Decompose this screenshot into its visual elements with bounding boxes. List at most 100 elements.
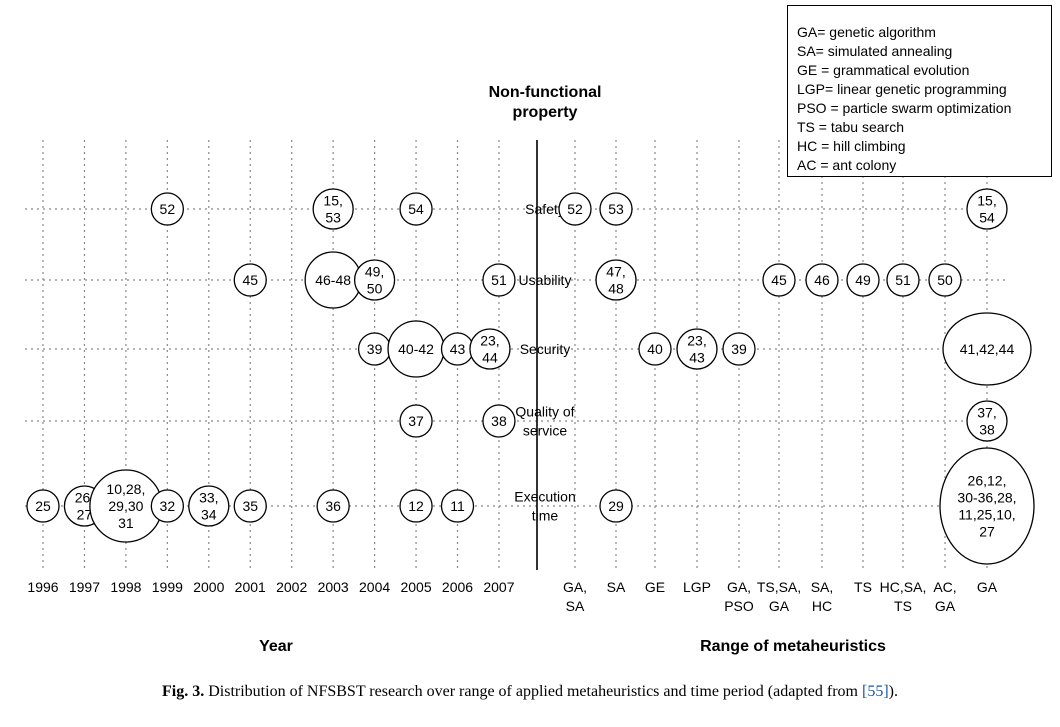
tick-label-year-1999: 1999 bbox=[152, 579, 183, 595]
legend-item-hc: HC = hill climbing bbox=[797, 138, 906, 154]
bubble-security-ge: 40 bbox=[638, 332, 672, 366]
bubble-execution-time-2006: 11 bbox=[440, 489, 475, 523]
tick-label-year-2006: 2006 bbox=[442, 579, 473, 595]
tick-label-method-ac-ga: GA bbox=[935, 598, 956, 614]
bubble-usability-hc-sa-ts-circle bbox=[886, 263, 920, 297]
bubble-execution-time-ga-circle bbox=[939, 447, 1035, 565]
bubble-security-2006: 43 bbox=[440, 332, 475, 366]
tick-label-method-sa: SA bbox=[607, 579, 626, 595]
legend-item-lgp: LGP= linear genetic programming bbox=[797, 81, 1007, 97]
bubble-usability-2007: 51 bbox=[482, 263, 516, 297]
bubble-execution-time-1998-label: 10,28, bbox=[106, 481, 145, 497]
tick-label-method-hc-sa-ts: HC,SA, bbox=[880, 579, 927, 595]
tick-label-method-ts: TS bbox=[854, 579, 872, 595]
tick-label-method-ga: GA bbox=[977, 579, 998, 595]
tick-label-method-ts-sa-ga: TS,SA, bbox=[757, 579, 801, 595]
bubble-safety-2003-label: 15, bbox=[323, 193, 342, 209]
tick-label-method-ac-ga: AC, bbox=[933, 579, 956, 595]
bubble-execution-time-2003-circle bbox=[316, 489, 350, 523]
bubble-usability-sa-hc-circle bbox=[805, 263, 839, 297]
legend-item-pso: PSO = particle swarm optimization bbox=[797, 100, 1012, 116]
bubble-execution-time-2000-label: 34 bbox=[201, 507, 217, 523]
bubble-execution-time-2001-label: 35 bbox=[242, 498, 258, 514]
bubble-usability-2003: 46-48 bbox=[304, 251, 362, 309]
bubble-execution-time-1997-label: 27 bbox=[77, 507, 93, 523]
bubble-usability-2004: 49,50 bbox=[353, 259, 396, 301]
bubble-usability-ts-sa-ga-circle bbox=[762, 263, 796, 297]
chart-title: Non-functional bbox=[489, 84, 602, 101]
bubble-safety-ga-sa: 52 bbox=[558, 192, 592, 226]
bubble-quality-of-service-ga-label: 37, bbox=[977, 405, 996, 421]
bubble-safety-2003: 15,53 bbox=[312, 188, 354, 230]
bubble-execution-time-1999-circle bbox=[150, 489, 185, 523]
legend-item-ts: TS = tabu search bbox=[797, 119, 905, 135]
bubble-execution-time-sa-circle bbox=[599, 489, 633, 523]
bubble-safety-2005-circle bbox=[399, 192, 433, 226]
bubble-security-2005: 40-42 bbox=[387, 320, 445, 378]
property-label-execution-time: Execution bbox=[514, 489, 575, 505]
bubble-execution-time-2000-label: 33, bbox=[199, 490, 218, 506]
tick-label-method-ga-sa: SA bbox=[566, 598, 585, 614]
tick-label-year-2002: 2002 bbox=[276, 579, 307, 595]
bubble-execution-time-2001: 35 bbox=[233, 489, 267, 523]
legend-item-ge: GE = grammatical evolution bbox=[797, 62, 970, 78]
bubble-security-ga-pso: 39 bbox=[722, 332, 756, 366]
bubble-safety-ga: 15,54 bbox=[966, 188, 1008, 230]
bubble-usability-sa-hc-label: 46 bbox=[814, 272, 830, 288]
bubble-safety-2005-label: 54 bbox=[408, 201, 424, 217]
bubble-execution-time-ga: 26,12,30-36,28,11,25,10,27 bbox=[939, 447, 1035, 565]
bubble-execution-time-ga-label: 11,25,10, bbox=[958, 507, 1015, 523]
tick-label-year-2004: 2004 bbox=[359, 579, 390, 595]
bubble-execution-time-1996-label: 25 bbox=[35, 498, 51, 514]
tick-label-year-2003: 2003 bbox=[318, 579, 349, 595]
bubble-execution-time-2000: 33,34 bbox=[188, 485, 230, 527]
bubble-execution-time-sa: 29 bbox=[599, 489, 633, 523]
tick-label-method-sa-hc: SA, bbox=[811, 579, 834, 595]
bubble-usability-2004-label: 49, bbox=[365, 264, 384, 280]
bubble-execution-time-2005-circle bbox=[399, 489, 433, 523]
bubble-usability-2001: 45 bbox=[233, 263, 267, 297]
bubble-execution-time-sa-label: 29 bbox=[608, 498, 624, 514]
bubble-security-2005-label: 40-42 bbox=[398, 341, 434, 357]
bubble-usability-hc-sa-ts: 51 bbox=[886, 263, 920, 297]
bubble-safety-ga-sa-label: 52 bbox=[567, 201, 583, 217]
bubble-security-2006-label: 43 bbox=[450, 341, 466, 357]
bubble-usability-sa: 47,48 bbox=[595, 259, 637, 301]
bubble-safety-1999: 52 bbox=[150, 192, 185, 226]
bubble-security-2007-circle bbox=[469, 328, 511, 370]
tick-label-year-2000: 2000 bbox=[193, 579, 224, 595]
bubble-safety-ga-label: 54 bbox=[979, 210, 995, 226]
bubble-execution-time-1999-label: 32 bbox=[160, 498, 176, 514]
bubble-safety-sa-label: 53 bbox=[608, 201, 624, 217]
bubble-quality-of-service-ga-circle bbox=[966, 400, 1008, 442]
bubble-execution-time-2003-label: 36 bbox=[325, 498, 341, 514]
bubble-security-ga-pso-label: 39 bbox=[731, 341, 747, 357]
bubble-quality-of-service-2007-circle bbox=[482, 404, 516, 438]
bubble-safety-1999-circle bbox=[150, 192, 185, 226]
property-label-safety: Safety bbox=[525, 201, 565, 217]
bubble-usability-ac-ga-circle bbox=[928, 263, 962, 297]
caption-text: Distribution of NFSBST research over ran… bbox=[204, 683, 862, 700]
bubble-execution-time-2006-circle bbox=[440, 489, 475, 523]
bubble-execution-time-2006-label: 11 bbox=[450, 498, 465, 514]
bubble-execution-time-ga-label: 27 bbox=[979, 524, 995, 540]
tick-label-method-sa-hc: HC bbox=[812, 598, 832, 614]
bubble-safety-sa: 53 bbox=[599, 192, 633, 226]
bubble-execution-time-2005: 12 bbox=[399, 489, 433, 523]
tick-label-method-ge: GE bbox=[645, 579, 665, 595]
legend-item-sa: SA= simulated annealing bbox=[797, 43, 953, 59]
property-label-quality-of-service: Quality of bbox=[515, 404, 574, 420]
caption-reference-link[interactable]: [55] bbox=[861, 683, 889, 700]
bubble-usability-sa-label: 48 bbox=[608, 281, 624, 297]
tick-label-method-ga-pso: GA, bbox=[727, 579, 751, 595]
bubble-usability-sa-label: 47, bbox=[606, 264, 625, 280]
bubble-safety-ga-circle bbox=[966, 188, 1008, 230]
bubble-execution-time-1996-circle bbox=[26, 489, 60, 523]
tick-label-method-ga-sa: GA, bbox=[563, 579, 587, 595]
bubble-execution-time-1997-label: 26, bbox=[75, 490, 94, 506]
figure-caption: Fig. 3. Distribution of NFSBST research … bbox=[0, 683, 1060, 701]
caption-label: Fig. 3. bbox=[162, 683, 205, 700]
bubble-execution-time-1998-label: 29,30 bbox=[108, 498, 143, 514]
chart-title: property bbox=[513, 104, 578, 121]
